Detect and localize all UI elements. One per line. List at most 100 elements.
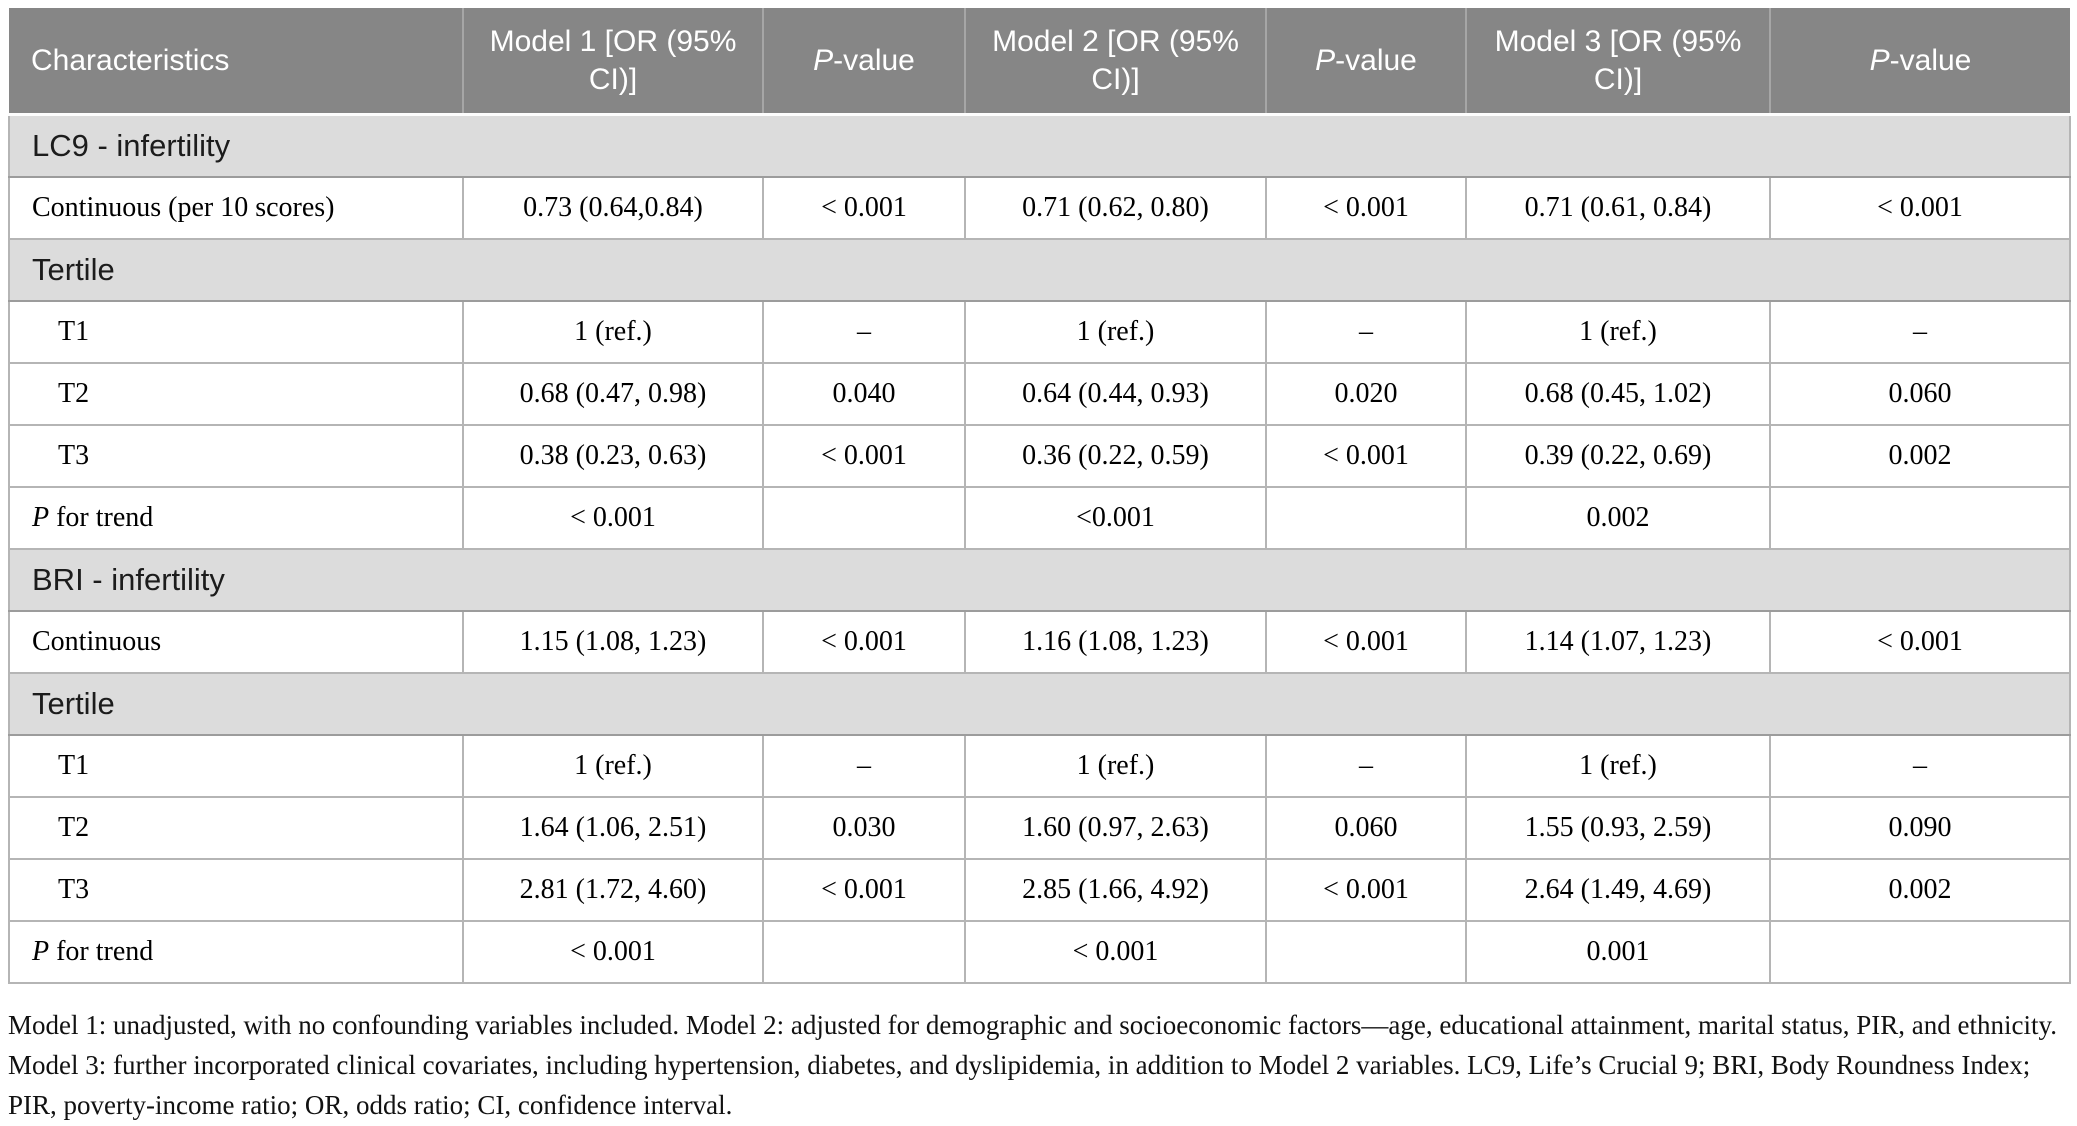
table-cell: 1 (ref.) xyxy=(462,300,764,364)
table-cell: 0.36 (0.22, 0.59) xyxy=(964,424,1267,488)
table-cell: 0.73 (0.64,0.84) xyxy=(462,176,764,240)
row-label: T3 xyxy=(8,858,464,922)
table-cell: 1.55 (0.93, 2.59) xyxy=(1465,796,1771,860)
row-label: P for trend xyxy=(8,486,464,550)
table-cell: < 0.001 xyxy=(1265,176,1467,240)
table-cell: 1.64 (1.06, 2.51) xyxy=(462,796,764,860)
p-rest: -value xyxy=(1335,43,1417,77)
table-cell: – xyxy=(1265,300,1467,364)
table-cell: 1 (ref.) xyxy=(964,734,1267,798)
table-row-p-trend: P for trend < 0.001 < 0.001 0.001 xyxy=(8,920,2071,984)
table-cell: 0.38 (0.23, 0.63) xyxy=(462,424,764,488)
table-cell: 1 (ref.) xyxy=(1465,734,1771,798)
p-italic: P xyxy=(813,43,834,77)
table-row-p-trend: P for trend < 0.001 <0.001 0.002 xyxy=(8,486,2071,550)
row-label: Continuous (per 10 scores) xyxy=(8,176,464,240)
table-cell: – xyxy=(762,734,966,798)
results-table: Characteristics Model 1 [OR (95% CI)] P-… xyxy=(8,8,2071,984)
table-cell xyxy=(1769,486,2071,550)
table-cell: < 0.001 xyxy=(1265,610,1467,674)
table-cell: 0.71 (0.61, 0.84) xyxy=(1465,176,1771,240)
table-cell: – xyxy=(1769,300,2071,364)
table-cell: 0.090 xyxy=(1769,796,2071,860)
header-pvalue-2: P-value xyxy=(1265,8,1466,116)
table-body: LC9 - infertility Continuous (per 10 sco… xyxy=(8,113,2071,984)
section-label: Tertile xyxy=(8,238,2071,302)
section-row-tertile: Tertile xyxy=(8,238,2071,302)
table-cell: 0.020 xyxy=(1265,362,1467,426)
table-row: T2 0.68 (0.47, 0.98) 0.040 0.64 (0.44, 0… xyxy=(8,362,2071,426)
table-cell: < 0.001 xyxy=(1265,858,1467,922)
table-row: Continuous (per 10 scores) 0.73 (0.64,0.… xyxy=(8,176,2071,240)
header-pvalue-3: P-value xyxy=(1769,8,2070,116)
header-row: Characteristics Model 1 [OR (95% CI)] P-… xyxy=(9,8,2070,116)
table-cell xyxy=(1769,920,2071,984)
footnote: Model 1: unadjusted, with no confounding… xyxy=(8,1010,2057,1120)
header-model2: Model 2 [OR (95% CI)] xyxy=(964,8,1266,116)
p-italic: P xyxy=(1315,43,1336,77)
table-cell: < 0.001 xyxy=(762,858,966,922)
header-characteristics: Characteristics xyxy=(9,8,463,116)
table-cell: 0.030 xyxy=(762,796,966,860)
table-cell xyxy=(1265,486,1467,550)
header-model3: Model 3 [OR (95% CI)] xyxy=(1465,8,1770,116)
section-label: BRI - infertility xyxy=(8,548,2071,612)
table-cell xyxy=(762,486,966,550)
header-pvalue-1: P-value xyxy=(762,8,965,116)
table-cell: 2.85 (1.66, 4.92) xyxy=(964,858,1267,922)
table-row: T1 1 (ref.) – 1 (ref.) – 1 (ref.) – xyxy=(8,300,2071,364)
table-cell: 0.002 xyxy=(1769,424,2071,488)
p-italic: P xyxy=(32,502,50,533)
section-row-lc9: LC9 - infertility xyxy=(8,113,2071,178)
table-cell: 1.60 (0.97, 2.63) xyxy=(964,796,1267,860)
row-label: Continuous xyxy=(8,610,464,674)
table-cell: 0.68 (0.47, 0.98) xyxy=(462,362,764,426)
table-cell: 0.060 xyxy=(1769,362,2071,426)
table-cell: – xyxy=(1265,734,1467,798)
row-label: T3 xyxy=(8,424,464,488)
table-cell: < 0.001 xyxy=(762,424,966,488)
table-cell: 1.15 (1.08, 1.23) xyxy=(462,610,764,674)
table-cell: 1 (ref.) xyxy=(964,300,1267,364)
section-row-tertile: Tertile xyxy=(8,672,2071,736)
table-row: T1 1 (ref.) – 1 (ref.) – 1 (ref.) – xyxy=(8,734,2071,798)
table-cell: <0.001 xyxy=(964,486,1267,550)
p-rest: for trend xyxy=(49,936,154,967)
table-cell: 2.64 (1.49, 4.69) xyxy=(1465,858,1771,922)
table-cell: 0.060 xyxy=(1265,796,1467,860)
table-cell: < 0.001 xyxy=(762,610,966,674)
table-cell: 0.001 xyxy=(1465,920,1771,984)
table-cell: 0.39 (0.22, 0.69) xyxy=(1465,424,1771,488)
table-cell: < 0.001 xyxy=(462,920,764,984)
table-cell: – xyxy=(762,300,966,364)
p-italic: P xyxy=(1869,43,1890,77)
table-row: T3 0.38 (0.23, 0.63) < 0.001 0.36 (0.22,… xyxy=(8,424,2071,488)
table-cell: < 0.001 xyxy=(1769,176,2071,240)
row-label: T1 xyxy=(8,300,464,364)
section-label: LC9 - infertility xyxy=(8,113,2071,178)
table-cell xyxy=(1265,920,1467,984)
table-cell: < 0.001 xyxy=(964,920,1267,984)
table-cell xyxy=(762,920,966,984)
row-label: T2 xyxy=(8,362,464,426)
table-cell: < 0.001 xyxy=(762,176,966,240)
table-row: T3 2.81 (1.72, 4.60) < 0.001 2.85 (1.66,… xyxy=(8,858,2071,922)
row-label: T2 xyxy=(8,796,464,860)
p-italic: P xyxy=(32,936,50,967)
table-cell: 0.71 (0.62, 0.80) xyxy=(964,176,1267,240)
section-label: Tertile xyxy=(8,672,2071,736)
p-rest: -value xyxy=(1889,43,1972,77)
table-cell: < 0.001 xyxy=(1265,424,1467,488)
section-row-bri: BRI - infertility xyxy=(8,548,2071,612)
table-cell: 0.64 (0.44, 0.93) xyxy=(964,362,1267,426)
table-cell: 0.040 xyxy=(762,362,966,426)
table-cell: 0.002 xyxy=(1769,858,2071,922)
table-cell: 1 (ref.) xyxy=(1465,300,1771,364)
header-model1: Model 1 [OR (95% CI)] xyxy=(462,8,763,116)
p-rest: for trend xyxy=(49,502,154,533)
row-label: P for trend xyxy=(8,920,464,984)
table-cell: < 0.001 xyxy=(462,486,764,550)
table-cell: 1.16 (1.08, 1.23) xyxy=(964,610,1267,674)
table-cell: 0.68 (0.45, 1.02) xyxy=(1465,362,1771,426)
